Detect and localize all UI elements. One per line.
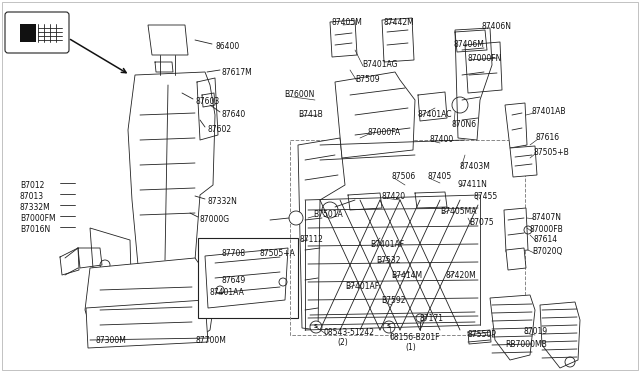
Text: (1): (1) [405, 343, 416, 352]
Text: 87000FA: 87000FA [367, 128, 400, 137]
Text: 87442M: 87442M [384, 18, 415, 27]
Text: B7501A: B7501A [313, 210, 343, 219]
Circle shape [102, 275, 108, 281]
Text: 87455: 87455 [474, 192, 499, 201]
Polygon shape [205, 248, 288, 308]
Text: 87000FB: 87000FB [529, 225, 563, 234]
Circle shape [310, 321, 322, 333]
Text: B7405MA: B7405MA [440, 207, 477, 216]
Polygon shape [490, 295, 535, 360]
Text: 87112: 87112 [300, 235, 324, 244]
Text: B7401AF: B7401AF [370, 240, 404, 249]
Text: RB7000MB: RB7000MB [505, 340, 547, 349]
Text: B7509: B7509 [355, 75, 380, 84]
Text: 87420M: 87420M [446, 271, 477, 280]
Text: 87700M: 87700M [195, 336, 226, 345]
Text: 87171: 87171 [420, 314, 444, 323]
Text: 87649: 87649 [222, 276, 246, 285]
Text: 87405M: 87405M [332, 18, 363, 27]
Polygon shape [85, 258, 215, 342]
Text: 87000G: 87000G [200, 215, 230, 224]
Polygon shape [128, 72, 215, 265]
Polygon shape [298, 138, 345, 330]
Text: 87401AC: 87401AC [418, 110, 452, 119]
Bar [198, 238, 298, 318]
Text: B7600N: B7600N [284, 90, 314, 99]
Polygon shape [330, 20, 357, 57]
Circle shape [289, 211, 303, 225]
Polygon shape [510, 146, 537, 177]
Text: 87406M: 87406M [454, 40, 485, 49]
Text: 87401AA: 87401AA [210, 288, 245, 297]
Text: B7012: B7012 [20, 181, 44, 190]
Text: 87603: 87603 [195, 97, 220, 106]
Text: B7532: B7532 [376, 256, 401, 265]
Polygon shape [382, 18, 414, 62]
Text: 87332M: 87332M [20, 203, 51, 212]
Text: B7020Q: B7020Q [532, 247, 563, 256]
Text: 87332N: 87332N [207, 197, 237, 206]
Text: 87420: 87420 [382, 192, 406, 201]
Polygon shape [505, 103, 527, 148]
Text: 08156-B201F: 08156-B201F [390, 333, 440, 342]
Polygon shape [335, 72, 415, 158]
Text: 87617M: 87617M [222, 68, 253, 77]
Polygon shape [90, 228, 132, 310]
Text: B7401AF: B7401AF [345, 282, 379, 291]
Text: 87640: 87640 [222, 110, 246, 119]
Text: 87400: 87400 [430, 135, 454, 144]
Text: B7016N: B7016N [20, 225, 51, 234]
Text: 870N6: 870N6 [452, 120, 477, 129]
Text: (2): (2) [337, 338, 348, 347]
Polygon shape [504, 208, 528, 252]
Text: 87506: 87506 [392, 172, 416, 181]
Text: 86400: 86400 [215, 42, 239, 51]
Text: B7075: B7075 [469, 218, 493, 227]
Bar [20, 24, 36, 42]
Text: 97411N: 97411N [458, 180, 488, 189]
Text: 87614: 87614 [534, 235, 558, 244]
Text: 87401AB: 87401AB [532, 107, 566, 116]
Circle shape [383, 321, 395, 333]
Text: S: S [387, 324, 391, 330]
Text: 87300M: 87300M [95, 336, 126, 345]
Text: 87708: 87708 [222, 249, 246, 258]
Text: 87602: 87602 [207, 125, 231, 134]
FancyBboxPatch shape [5, 12, 69, 53]
Text: B7401AG: B7401AG [362, 60, 397, 69]
Text: 87019: 87019 [523, 327, 547, 336]
Polygon shape [506, 248, 526, 270]
Text: 87505+B: 87505+B [533, 148, 569, 157]
Text: B741B: B741B [298, 110, 323, 119]
Text: 87000FN: 87000FN [468, 54, 502, 63]
Text: 87013: 87013 [20, 192, 44, 201]
Text: 08543-51242: 08543-51242 [324, 328, 375, 337]
Bar [290, 140, 525, 335]
Text: 87550P: 87550P [468, 330, 497, 339]
Polygon shape [540, 302, 580, 368]
Polygon shape [86, 300, 208, 348]
Polygon shape [455, 28, 492, 140]
Text: B7592: B7592 [381, 296, 406, 305]
Text: B7414M: B7414M [391, 271, 422, 280]
Polygon shape [148, 25, 188, 55]
Text: B7000FM: B7000FM [20, 214, 56, 223]
Text: 87505+A: 87505+A [259, 249, 295, 258]
Text: 87403M: 87403M [459, 162, 490, 171]
Text: 87407N: 87407N [532, 213, 562, 222]
Text: 87616: 87616 [536, 133, 560, 142]
Text: 87405: 87405 [427, 172, 451, 181]
Text: 87406N: 87406N [481, 22, 511, 31]
Text: S: S [314, 324, 318, 330]
